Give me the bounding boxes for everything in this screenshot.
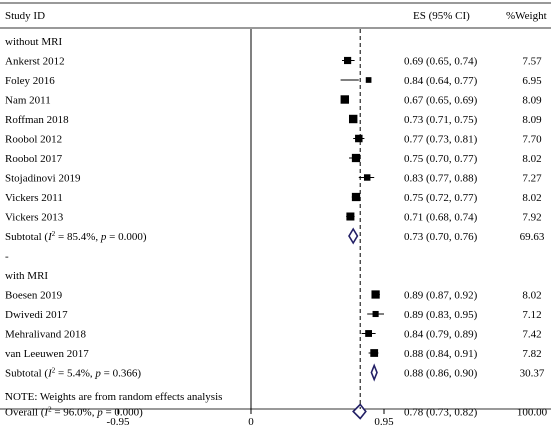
es-value: 0.69 (0.65, 0.74) bbox=[404, 56, 478, 68]
header-study-id: Study ID bbox=[5, 10, 45, 22]
point-estimate bbox=[371, 290, 380, 299]
study-label: Roobol 2017 bbox=[5, 153, 63, 165]
weight-value: 7.92 bbox=[522, 212, 541, 224]
study-label: Ankerst 2012 bbox=[5, 56, 65, 68]
weight-value: 7.70 bbox=[522, 134, 542, 146]
overall-diamond bbox=[352, 403, 367, 420]
note-text: NOTE: Weights are from random effects an… bbox=[5, 391, 222, 403]
point-estimate bbox=[355, 134, 363, 143]
point-estimate bbox=[372, 310, 379, 318]
weight-value: 7.27 bbox=[522, 173, 542, 185]
study-label: Stojadinovi 2019 bbox=[5, 173, 81, 185]
study-label: Boesen 2019 bbox=[5, 290, 63, 302]
es-value: 0.89 (0.87, 0.92) bbox=[404, 290, 478, 302]
point-estimate bbox=[370, 349, 379, 357]
point-estimate bbox=[348, 114, 358, 124]
subtotal-label: Subtotal (I2 = 85.4%, p = 0.000) bbox=[5, 230, 147, 243]
subtotal-weight-value: 30.37 bbox=[520, 368, 545, 380]
point-estimate bbox=[344, 56, 352, 65]
weight-value: 7.57 bbox=[522, 56, 542, 68]
x-tick-label: 0 bbox=[248, 416, 254, 428]
subtotal-label: Subtotal (I2 = 5.4%, p = 0.366) bbox=[5, 367, 141, 380]
subtotal-es-value: 0.88 (0.86, 0.90) bbox=[404, 368, 478, 380]
study-label: Nam 2011 bbox=[5, 95, 51, 107]
es-value: 0.71 (0.68, 0.74) bbox=[404, 212, 478, 224]
study-label: van Leeuwen 2017 bbox=[5, 348, 89, 360]
point-estimate bbox=[351, 153, 361, 163]
es-value: 0.84 (0.79, 0.89) bbox=[404, 329, 478, 341]
group-label: with MRI bbox=[5, 270, 48, 282]
weight-value: 8.09 bbox=[522, 114, 542, 126]
overall-es-value: 0.78 (0.73, 0.82) bbox=[404, 407, 478, 419]
es-value: 0.73 (0.71, 0.75) bbox=[404, 114, 478, 126]
es-value: 0.83 (0.77, 0.88) bbox=[404, 173, 478, 185]
point-estimate bbox=[346, 212, 355, 221]
overall-weight-value: 100.00 bbox=[517, 407, 548, 419]
es-value: 0.75 (0.70, 0.77) bbox=[404, 153, 478, 165]
subtotal-weight-value: 69.63 bbox=[520, 231, 545, 243]
x-tick-label: -0.95 bbox=[107, 416, 130, 428]
study-label: Vickers 2013 bbox=[5, 212, 64, 224]
point-estimate bbox=[351, 192, 361, 202]
plot-layer: without MRI Ankerst 2012 0.69 (0.65, 0.74)… bbox=[5, 29, 548, 428]
group-separator: - bbox=[5, 387, 9, 399]
point-estimate bbox=[363, 174, 371, 181]
subtotal-diamond bbox=[370, 363, 378, 382]
point-estimate bbox=[365, 77, 372, 83]
study-label: Roffman 2018 bbox=[5, 114, 69, 126]
point-estimate bbox=[365, 330, 373, 337]
weight-value: 8.02 bbox=[522, 153, 541, 165]
es-value: 0.88 (0.84, 0.91) bbox=[404, 348, 478, 360]
study-label: Dwivedi 2017 bbox=[5, 309, 68, 321]
es-value: 0.84 (0.64, 0.77) bbox=[404, 75, 478, 87]
es-value: 0.89 (0.83, 0.95) bbox=[404, 309, 478, 321]
subtotal-es-value: 0.73 (0.70, 0.76) bbox=[404, 231, 478, 243]
weight-value: 8.02 bbox=[522, 192, 541, 204]
es-value: 0.67 (0.65, 0.69) bbox=[404, 95, 478, 107]
weight-value: 8.02 bbox=[522, 290, 541, 302]
point-estimate bbox=[340, 95, 350, 104]
study-label: Mehralivand 2018 bbox=[5, 329, 86, 341]
header-weight: %Weight bbox=[506, 10, 547, 22]
es-value: 0.75 (0.72, 0.77) bbox=[404, 192, 478, 204]
group-separator: - bbox=[5, 251, 9, 263]
weight-value: 7.12 bbox=[522, 309, 541, 321]
weight-value: 6.95 bbox=[522, 75, 542, 87]
study-label: Foley 2016 bbox=[5, 75, 55, 87]
study-label: Vickers 2011 bbox=[5, 192, 63, 204]
study-label: Roobol 2012 bbox=[5, 134, 62, 146]
weight-value: 8.09 bbox=[522, 95, 542, 107]
subtotal-diamond bbox=[348, 227, 359, 245]
header-es: ES (95% CI) bbox=[413, 10, 470, 22]
overall-label: Overall (I2 = 96.0%, p = 0.000) bbox=[5, 406, 143, 419]
weight-value: 7.82 bbox=[522, 348, 541, 360]
group-label: without MRI bbox=[5, 36, 62, 48]
x-tick-label: 0.95 bbox=[374, 416, 394, 428]
weight-value: 7.42 bbox=[522, 329, 541, 341]
es-value: 0.77 (0.73, 0.81) bbox=[404, 134, 478, 146]
